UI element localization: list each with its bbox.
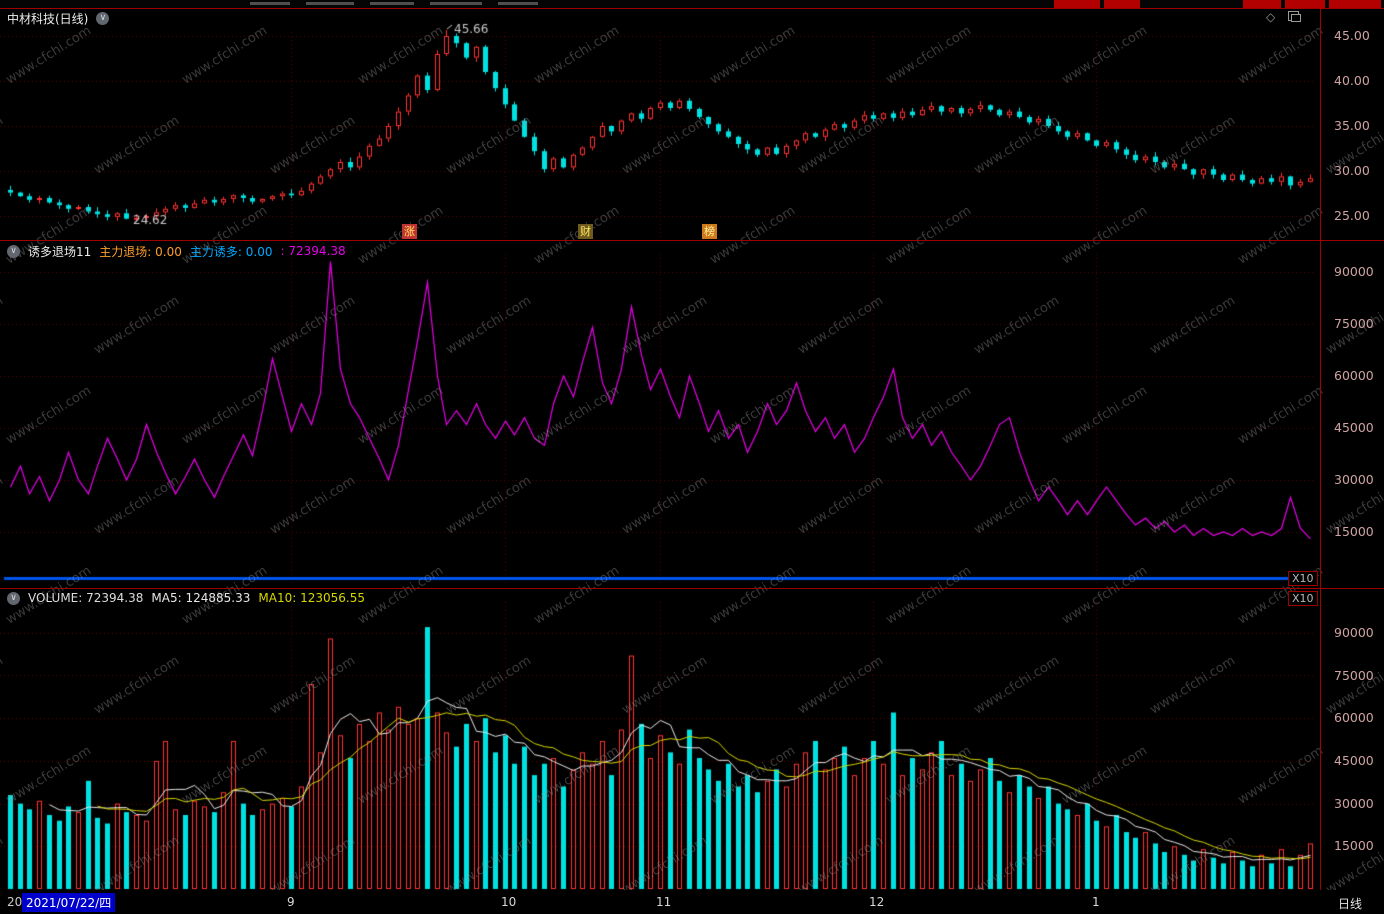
field-label: 主力退场: [99, 244, 152, 259]
axis-label: 15000 [1334, 524, 1374, 539]
ma10-field: MA10: 123056.55 [258, 591, 365, 605]
toolbar-button-cropped[interactable] [1329, 0, 1381, 8]
month-tick-label: 11 [656, 895, 672, 909]
field-value: 0.00 [245, 244, 273, 259]
toolbar-button-cropped[interactable] [1285, 0, 1325, 8]
chevron-down-icon[interactable]: ∨ [7, 244, 20, 258]
volume-chart-canvas[interactable] [0, 588, 1320, 890]
stock-title[interactable]: 中材科技(日线) [7, 11, 89, 26]
toolbar-button-cropped[interactable] [1104, 0, 1140, 8]
axis-label: 45.00 [1334, 28, 1370, 43]
month-tick-label: 10 [501, 895, 517, 909]
axis-label: 30000 [1334, 795, 1374, 811]
panel-border-indicator [0, 240, 1384, 241]
axis-label: 60000 [1334, 710, 1374, 726]
axis-label: 35.00 [1334, 118, 1370, 133]
toolbar-button-cropped[interactable] [1054, 0, 1100, 8]
indicator-field-main-value: : 72394.38 [280, 244, 345, 258]
axis-label: 60000 [1334, 368, 1374, 383]
indicator-panel-header: ∨ 诱多退场11 主力退场: 0.00 主力诱多: 0.00 : 72394.3… [7, 243, 346, 259]
date-prefix: 20 [7, 895, 23, 909]
axis-label: 90000 [1334, 624, 1374, 640]
toolbar-fragment [498, 2, 538, 5]
window-restore-icon[interactable] [1288, 11, 1302, 22]
toolbar-button-cropped[interactable] [1243, 0, 1281, 8]
month-tick-label: 9 [287, 895, 295, 909]
diamond-icon[interactable]: ◇ [1266, 10, 1276, 24]
indicator-field-youduo: 主力诱多: 0.00 [190, 243, 273, 260]
candlestick-panel-header: 中材科技(日线) ∨ [7, 10, 110, 26]
field-label: MA10: [258, 591, 297, 605]
axis-label: 90000 [1334, 264, 1374, 279]
field-value: 124885.33 [185, 591, 251, 605]
month-tick-label: 1 [1092, 895, 1100, 909]
cursor-date-readout: 2021/07/22/四 [22, 893, 116, 912]
indicator-field-tuichang: 主力退场: 0.00 [99, 243, 182, 260]
top-toolbar-cropped [0, 0, 1384, 8]
axis-label: 30.00 [1334, 163, 1370, 178]
badge-zhang[interactable]: 涨 [402, 224, 417, 239]
volume-panel-header: ∨ VOLUME: 72394.38 MA5: 124885.33 MA10: … [7, 590, 365, 606]
axis-label: 75000 [1334, 667, 1374, 683]
field-value: 0.00 [155, 244, 182, 259]
axis-label: 40.00 [1334, 73, 1370, 88]
volume-axis-multiplier: X10 [1288, 591, 1318, 606]
indicator-title[interactable]: 诱多退场11 [28, 244, 92, 259]
field-label: 主力诱多: [189, 244, 242, 259]
field-value: 123056.55 [300, 591, 365, 605]
field-label: : [280, 244, 285, 258]
ma5-field: MA5: 124885.33 [151, 591, 250, 605]
axis-label: 45000 [1334, 752, 1374, 768]
period-label[interactable]: 日线 [1338, 897, 1363, 911]
price-axis-column: 45.00 40.00 35.00 30.00 25.00 90000 75000 60000… [1320, 0, 1384, 914]
chevron-down-icon[interactable]: ∨ [96, 11, 110, 25]
axis-label: 45000 [1334, 420, 1374, 435]
axis-label: 75000 [1334, 316, 1374, 331]
field-value: 72394.38 [86, 591, 144, 605]
axis-label: 15000 [1334, 838, 1374, 854]
axis-separator-line [1320, 8, 1321, 914]
panel-border-top [0, 8, 1384, 9]
chevron-down-icon[interactable]: ∨ [7, 591, 20, 605]
toolbar-fragment [306, 2, 354, 5]
toolbar-fragment [370, 2, 414, 5]
axis-label: 25.00 [1334, 208, 1370, 223]
candlestick-chart-canvas[interactable] [0, 8, 1320, 240]
field-label: MA5: [151, 591, 182, 605]
indicator-axis-multiplier: X10 [1288, 571, 1318, 586]
axis-label: 30000 [1334, 472, 1374, 487]
panel-corner-icons: ◇ [1266, 10, 1302, 24]
time-axis-bar: 20 2021/07/22/四 日线 9 10 11 12 1 [0, 890, 1384, 914]
panel-border-volume [0, 588, 1384, 589]
month-tick-label: 12 [869, 895, 885, 909]
volume-field: VOLUME: 72394.38 [28, 591, 143, 605]
toolbar-fragment [430, 2, 482, 5]
event-badges-row: 涨 财 榜 [0, 224, 1320, 240]
field-label: VOLUME: [28, 591, 83, 605]
indicator-chart-canvas[interactable] [0, 240, 1320, 588]
badge-bang[interactable]: 榜 [702, 224, 717, 239]
field-value: 72394.38 [288, 244, 346, 258]
toolbar-fragment [250, 2, 290, 5]
badge-cai[interactable]: 财 [578, 224, 593, 239]
